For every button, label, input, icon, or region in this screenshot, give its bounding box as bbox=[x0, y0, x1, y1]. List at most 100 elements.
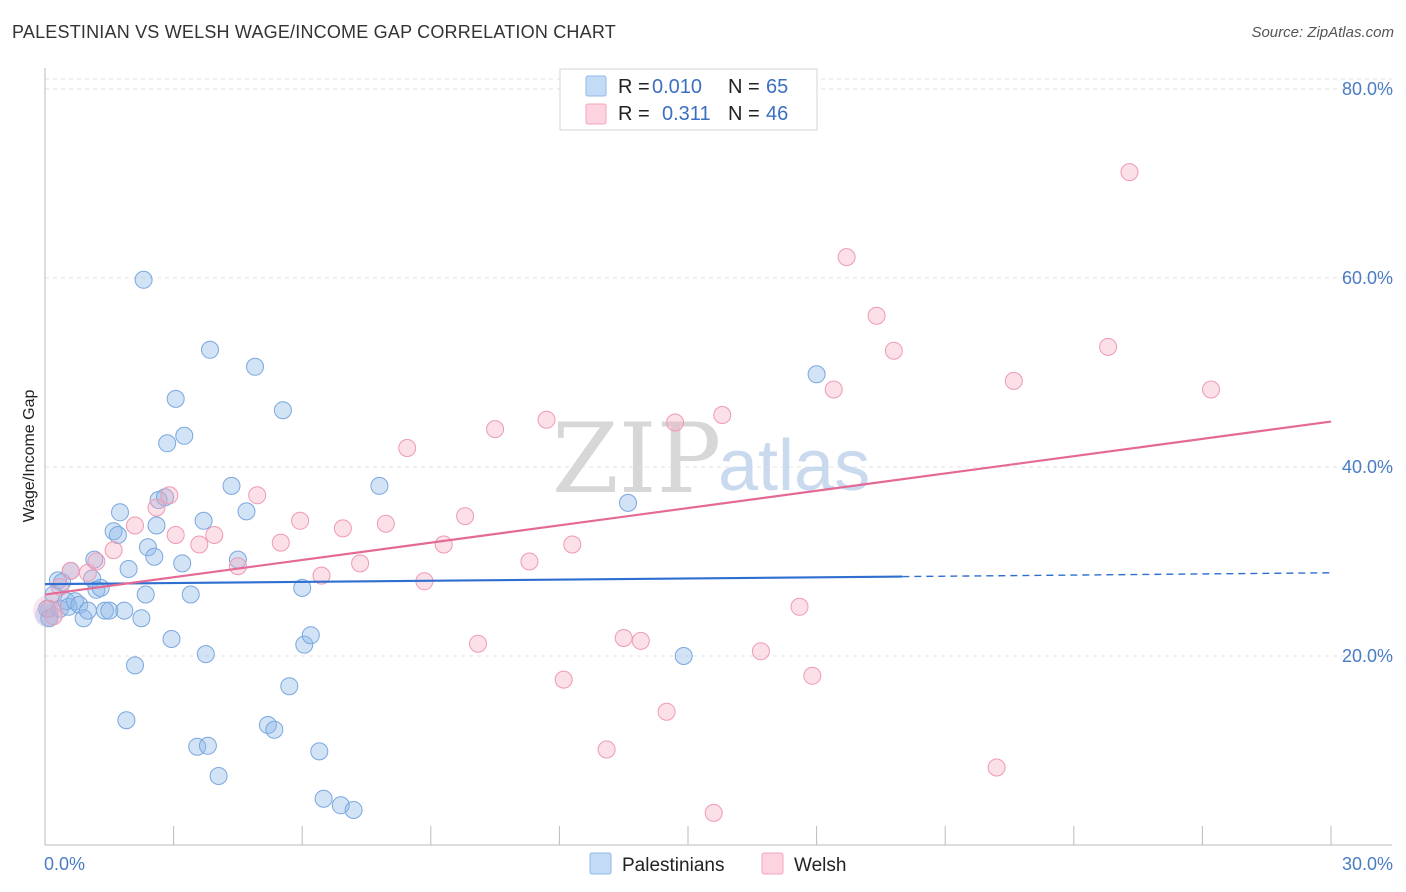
welsh-point-38 bbox=[751, 642, 770, 661]
palestinians-point-48 bbox=[246, 357, 264, 376]
welsh-point-32 bbox=[614, 629, 633, 647]
welsh-point-37 bbox=[713, 406, 732, 424]
welsh-point-12 bbox=[205, 526, 224, 544]
palestinians-point-29 bbox=[145, 547, 164, 566]
welsh-point-23 bbox=[434, 535, 453, 554]
bottom-legend: Palestinians Welsh bbox=[589, 852, 846, 876]
palestinians-point-61 bbox=[619, 493, 637, 512]
welsh-point-13 bbox=[228, 557, 247, 576]
welsh-point-10 bbox=[166, 526, 185, 544]
welsh-point-43 bbox=[867, 306, 886, 325]
y-tick-label-1: 40.0% bbox=[1342, 457, 1393, 477]
palestinians-point-41 bbox=[196, 645, 215, 664]
palestinians-point-40 bbox=[194, 511, 213, 530]
palestinians-point-34 bbox=[162, 630, 181, 648]
palestinians-point-49 bbox=[258, 716, 277, 734]
palestinians-point-54 bbox=[295, 635, 314, 654]
welsh-point-45 bbox=[987, 758, 1006, 777]
welsh-point-17 bbox=[312, 566, 331, 585]
bottom-legend-label-welsh: Welsh bbox=[794, 855, 846, 876]
x-tick-label-1: 30.0% bbox=[1342, 854, 1393, 874]
palestinians-point-9 bbox=[70, 595, 89, 614]
welsh-point-33 bbox=[631, 631, 650, 650]
welsh-point-7 bbox=[126, 516, 144, 535]
legend-r-label-1: R = bbox=[618, 76, 650, 98]
palestinians-point-25 bbox=[132, 609, 151, 628]
palestinians-point-52 bbox=[280, 677, 299, 696]
palestinians-point-43 bbox=[201, 340, 219, 359]
palestinians-point-55 bbox=[301, 626, 320, 645]
welsh-point-47 bbox=[1099, 337, 1118, 356]
watermark-zip: ZIP bbox=[552, 403, 721, 515]
welsh-point-21 bbox=[398, 439, 417, 457]
legend-r-value-2: 0.311 bbox=[662, 103, 711, 125]
welsh-point-39 bbox=[790, 597, 809, 616]
welsh-cluster-blob bbox=[33, 594, 66, 627]
palestinians-cluster-blob bbox=[35, 603, 60, 628]
welsh-point-20 bbox=[376, 514, 395, 533]
palestinians-point-44 bbox=[209, 767, 228, 785]
welsh-point-14 bbox=[248, 486, 267, 505]
top-legend: R = 0.010 N = 65 R = 0.311 N = 46 bbox=[559, 68, 818, 131]
welsh-point-31 bbox=[597, 740, 616, 759]
axes bbox=[44, 68, 1392, 846]
palestinians-point-50 bbox=[265, 720, 284, 739]
y-axis-title: Wage/Income Gap bbox=[21, 390, 38, 523]
welsh-point-25 bbox=[469, 634, 487, 653]
palestinians-point-56 bbox=[310, 742, 329, 761]
palestinians-trend-line bbox=[44, 575, 903, 586]
palestinians-point-33 bbox=[158, 434, 177, 453]
palestinians-point-24 bbox=[126, 656, 144, 675]
palestinians-point-53 bbox=[293, 578, 312, 597]
palestinians-point-60 bbox=[370, 476, 389, 495]
palestinians-point-45 bbox=[222, 476, 241, 495]
welsh-point-8 bbox=[147, 498, 166, 517]
palestinians-point-42 bbox=[198, 736, 217, 755]
welsh-point-28 bbox=[537, 410, 556, 429]
palestinians-point-17 bbox=[100, 601, 119, 620]
bottom-legend-swatch-welsh bbox=[761, 852, 784, 875]
legend-r-value-1: 0.010 bbox=[652, 76, 702, 98]
legend-n-label-2: N = bbox=[728, 103, 760, 125]
welsh-point-5 bbox=[87, 552, 106, 571]
x-tick-label-0: 0.0% bbox=[44, 854, 85, 874]
welsh-point-44 bbox=[884, 341, 903, 360]
palestinians-point-16 bbox=[96, 601, 114, 620]
palestinians-point-35 bbox=[166, 389, 185, 408]
palestinians-point-21 bbox=[115, 601, 134, 620]
y-tick-labels: 20.0% 40.0% 60.0% 80.0% bbox=[1342, 79, 1393, 666]
welsh-point-40 bbox=[803, 666, 822, 685]
palestinians-point-38 bbox=[181, 585, 200, 604]
palestinians-point-19 bbox=[108, 526, 127, 544]
welsh-point-42 bbox=[837, 248, 856, 267]
palestinians-trend-line-extension bbox=[902, 572, 1332, 578]
palestinians-point-37 bbox=[175, 426, 194, 445]
trend-lines bbox=[44, 420, 1332, 596]
data-points bbox=[33, 163, 1220, 822]
welsh-point-46 bbox=[1004, 371, 1023, 390]
watermark: ZIP atlas bbox=[552, 403, 870, 515]
y-tick-label-2: 60.0% bbox=[1342, 268, 1393, 288]
palestinians-point-28 bbox=[138, 538, 157, 557]
welsh-point-16 bbox=[291, 511, 310, 530]
palestinians-point-30 bbox=[147, 516, 166, 535]
palestinians-point-62 bbox=[674, 647, 693, 665]
y-tick-label-3: 80.0% bbox=[1342, 79, 1393, 99]
x-tick-labels: 0.0% 30.0% bbox=[44, 854, 1393, 874]
welsh-point-41 bbox=[824, 380, 843, 399]
legend-swatch-welsh bbox=[585, 103, 607, 125]
palestinians-point-59 bbox=[344, 801, 363, 819]
welsh-point-18 bbox=[333, 519, 352, 538]
welsh-point-35 bbox=[666, 413, 685, 432]
welsh-point-19 bbox=[351, 554, 370, 573]
palestinians-point-22 bbox=[117, 711, 136, 730]
legend-n-value-1: 65 bbox=[766, 76, 788, 98]
welsh-trend-line bbox=[44, 420, 1332, 596]
palestinians-point-23 bbox=[119, 560, 138, 578]
welsh-point-15 bbox=[271, 533, 290, 552]
welsh-point-26 bbox=[486, 420, 505, 439]
palestinians-point-20 bbox=[111, 503, 129, 522]
legend-n-label-1: N = bbox=[728, 76, 760, 98]
palestinians-point-36 bbox=[173, 554, 192, 573]
